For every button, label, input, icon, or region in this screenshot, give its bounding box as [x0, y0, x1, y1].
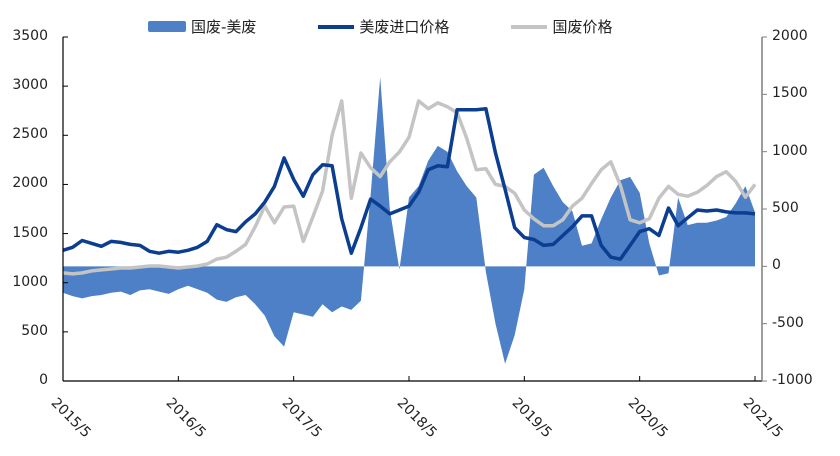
chart-legend: 国废-美废 美废进口价格 国废价格 [148, 16, 612, 37]
spread-area-series [63, 77, 755, 364]
legend-item-cn-price: 国废价格 [511, 16, 612, 37]
cn-line-swatch-icon [511, 24, 548, 29]
spread-area [63, 77, 755, 364]
right-y-tick-label: 500 [772, 200, 799, 216]
right-y-tick-label: 2000 [772, 28, 808, 44]
left-y-tick-label: 1000 [12, 273, 48, 290]
left-y-tick-label: 0 [39, 372, 48, 388]
right-y-tick-label: -500 [772, 314, 804, 331]
us-line-swatch-icon [318, 24, 355, 29]
legend-label-spread: 国废-美废 [191, 18, 257, 36]
legend-label-us-price: 美废进口价格 [359, 18, 450, 36]
left-y-tick-label: 1500 [12, 224, 48, 241]
cn-price-line-series [62, 99, 757, 276]
right-y-tick-label: 0 [772, 257, 781, 274]
left-y-tick-label: 3500 [12, 28, 48, 44]
right-y-tick-label: 1000 [772, 142, 808, 159]
legend-item-us-price: 美废进口价格 [318, 16, 449, 37]
left-y-tick-label: 3000 [12, 77, 48, 94]
us-price-line-series [62, 106, 756, 261]
legend-label-cn-price: 国废价格 [552, 18, 613, 36]
left-y-tick-label: 500 [21, 322, 48, 339]
right-y-tick-label: 1500 [772, 85, 808, 102]
left-y-tick-label: 2000 [12, 175, 48, 192]
left-y-tick-label: 2500 [12, 126, 48, 143]
g-cn-path [62, 99, 757, 276]
spread-swatch-icon [148, 21, 186, 32]
right-y-tick-label: -1000 [772, 372, 813, 388]
axes [62, 36, 767, 382]
legend-item-spread: 国废-美废 [148, 16, 256, 37]
g-us-path [62, 106, 756, 261]
